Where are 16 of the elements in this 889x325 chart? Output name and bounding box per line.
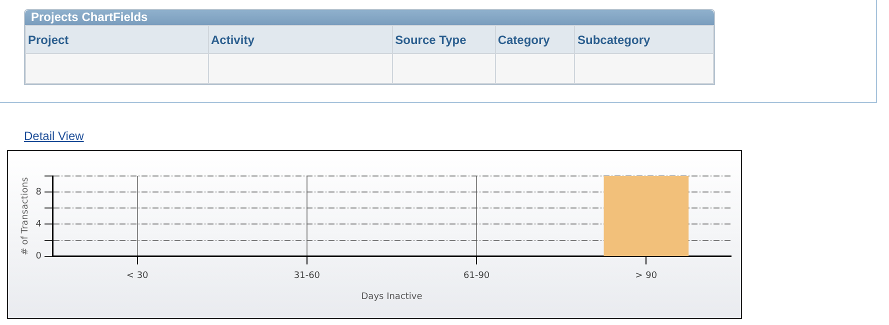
x-tick-label: < 30 [126,271,149,282]
x-tick-label: 31-60 [294,271,320,282]
y-tick-label: 8 [36,187,42,198]
text: Detail View [24,129,84,143]
text: Project [26,26,209,54]
y-tick-label: 0 [36,252,42,262]
text: Category [495,26,575,54]
x-tick-label: 61-90 [463,271,490,282]
text: Activity [208,26,393,54]
source-note: Source Type [392,26,496,54]
text: Projects ChartFields [25,10,714,25]
x-tick-label: > 90 [635,271,658,282]
y-axis-title: # of Transactions [20,176,31,256]
text: Subcategory [574,26,714,54]
x-axis-title: Days Inactive [361,292,423,302]
y-tick-label: 4 [36,220,42,230]
